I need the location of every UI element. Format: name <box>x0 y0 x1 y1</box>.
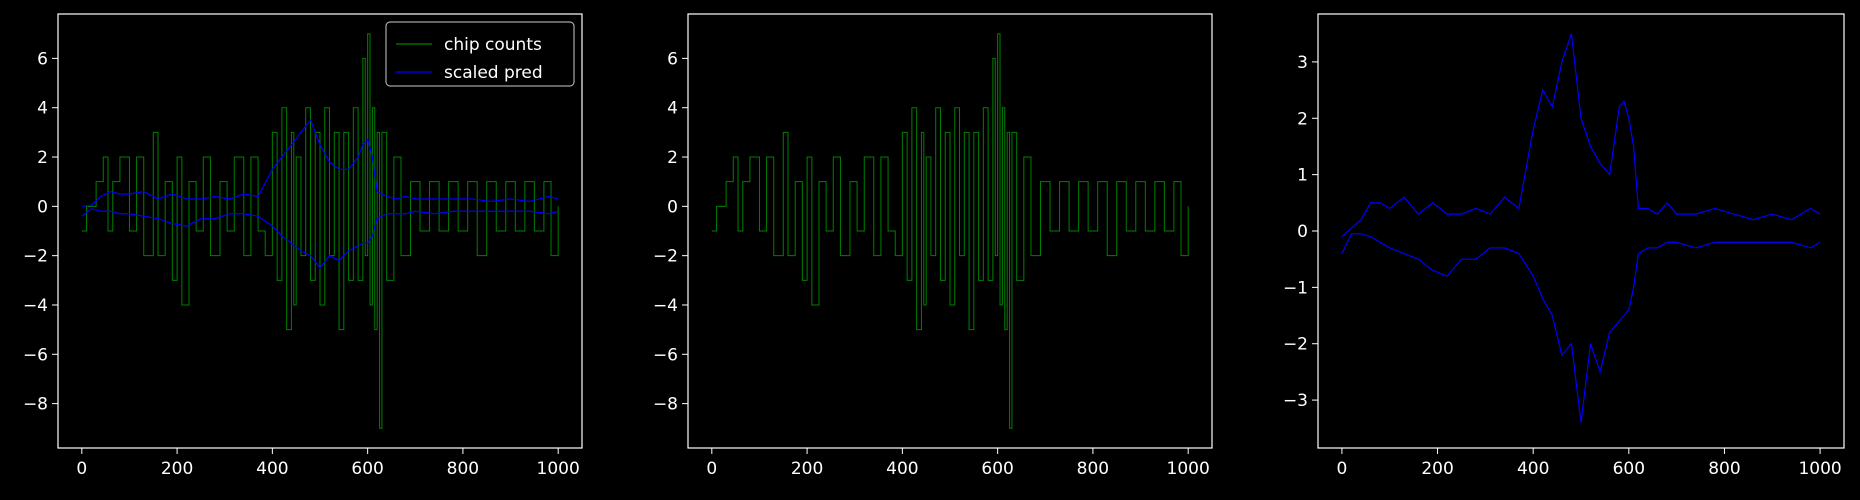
x-tick-label: 800 <box>1708 459 1740 479</box>
x-tick-label: 200 <box>791 459 823 479</box>
legend-label: chip counts <box>444 35 542 55</box>
y-tick-label: 0 <box>1297 222 1308 242</box>
y-tick-label: 6 <box>37 49 48 69</box>
y-tick-label: 6 <box>667 49 678 69</box>
legend-frame <box>385 21 575 87</box>
x-tick-label: 200 <box>161 459 193 479</box>
panel-3: 0 200 400 600 800 1000 −3 −2 −1 0 1 2 3 <box>1283 13 1845 479</box>
axes-frame <box>687 13 1213 449</box>
series-upper-line-1 <box>1341 33 1821 238</box>
x-tick-label: 400 <box>886 459 918 479</box>
y-tick-label: −6 <box>23 345 48 365</box>
y-tick-label: 4 <box>37 99 48 119</box>
x-tick-label: 600 <box>351 459 383 479</box>
y-tick-label: −4 <box>23 296 48 316</box>
x-tick-label: 600 <box>1613 459 1645 479</box>
y-tick-label: 4 <box>667 99 678 119</box>
axes-frame <box>57 13 583 449</box>
y-tick-label: 0 <box>667 197 678 217</box>
legend: chip counts scaled pred <box>385 21 575 87</box>
y-tick-label: −3 <box>1283 391 1308 411</box>
x-tick-label: 800 <box>447 459 479 479</box>
x-tick-label: 600 <box>981 459 1013 479</box>
legend-label: scaled pred <box>444 63 543 83</box>
y-tick-label: −4 <box>653 296 678 316</box>
panel-1: 0 200 400 600 800 1000 −8 −6 −4 −2 0 2 4 6 chip counts… <box>23 13 583 479</box>
y-tick-label: 0 <box>37 197 48 217</box>
y-tick-label: −6 <box>653 345 678 365</box>
plot-area <box>711 33 1189 429</box>
x-tick-label: 400 <box>1517 459 1549 479</box>
y-tick-label: 1 <box>1297 166 1308 186</box>
series-line-1 <box>711 33 1189 429</box>
y-tick-label: 2 <box>1297 109 1308 129</box>
axes-frame <box>1317 13 1845 449</box>
series-lower-line-2 <box>81 208 559 269</box>
x-tick-label: 1000 <box>537 459 580 479</box>
y-tick-label: 3 <box>1297 53 1308 73</box>
series-upper-line-2 <box>81 118 559 207</box>
x-tick-label: 800 <box>1077 459 1109 479</box>
y-tick-label: −2 <box>23 247 48 267</box>
y-tick-label: −8 <box>653 395 678 415</box>
plot-area <box>1341 33 1821 423</box>
plot-area <box>81 33 559 429</box>
panel-2: 0 200 400 600 800 1000 −8 −6 −4 −2 0 2 4 6 <box>653 13 1213 479</box>
y-tick-label: 2 <box>667 148 678 168</box>
x-tick-label: 400 <box>256 459 288 479</box>
y-tick-label: −8 <box>23 395 48 415</box>
x-tick-label: 1000 <box>1167 459 1210 479</box>
x-tick-label: 200 <box>1421 459 1453 479</box>
y-tick-label: −2 <box>1283 335 1308 355</box>
x-tick-label: 0 <box>706 459 717 479</box>
series-lower-line-1 <box>1341 233 1821 423</box>
y-tick-label: −2 <box>653 247 678 267</box>
x-tick-label: 0 <box>1336 459 1347 479</box>
x-tick-label: 1000 <box>1798 459 1841 479</box>
x-tick-label: 0 <box>76 459 87 479</box>
series-line-1 <box>81 33 559 429</box>
y-tick-label: 2 <box>37 148 48 168</box>
y-tick-label: −1 <box>1283 278 1308 298</box>
